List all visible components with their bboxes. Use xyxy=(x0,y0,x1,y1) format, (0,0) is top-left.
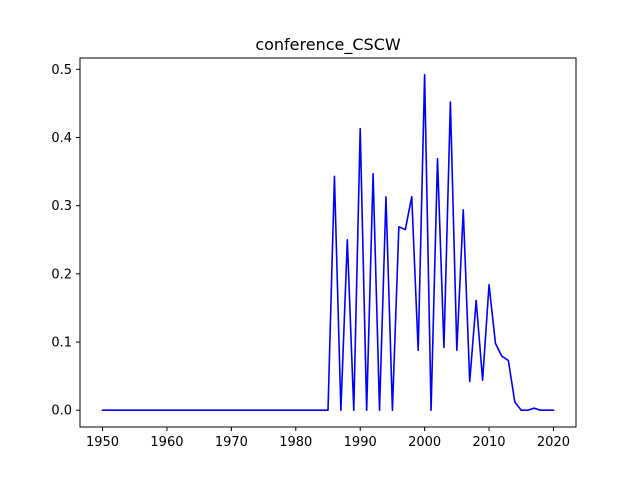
y-tick-label: 0.0 xyxy=(51,404,72,419)
y-tick-label: 0.3 xyxy=(51,199,72,214)
axes-frame xyxy=(79,57,577,428)
series-line-0 xyxy=(101,73,555,412)
x-tick-label: 1970 xyxy=(215,435,248,450)
x-tick-label: 2000 xyxy=(408,435,441,450)
x-tick-label: 1990 xyxy=(344,435,377,450)
y-tick-label: 0.5 xyxy=(51,63,72,78)
y-tick-label: 0.2 xyxy=(51,267,72,282)
y-tick-label: 0.4 xyxy=(51,131,72,146)
x-axis: 1950 1960 1970 1980 1990 2000 2010 2020 xyxy=(86,427,570,450)
x-tick-label: 2010 xyxy=(472,435,505,450)
x-tick-label: 1980 xyxy=(279,435,312,450)
plot-area xyxy=(101,73,555,412)
y-tick-label: 0.1 xyxy=(51,336,72,351)
x-tick-label: 1960 xyxy=(150,435,183,450)
chart-title: conference_CSCW xyxy=(255,35,401,55)
x-tick-label: 2020 xyxy=(537,435,570,450)
y-axis: 0.0 0.1 0.2 0.3 0.4 0.5 xyxy=(51,63,80,419)
x-tick-label: 1950 xyxy=(86,435,119,450)
